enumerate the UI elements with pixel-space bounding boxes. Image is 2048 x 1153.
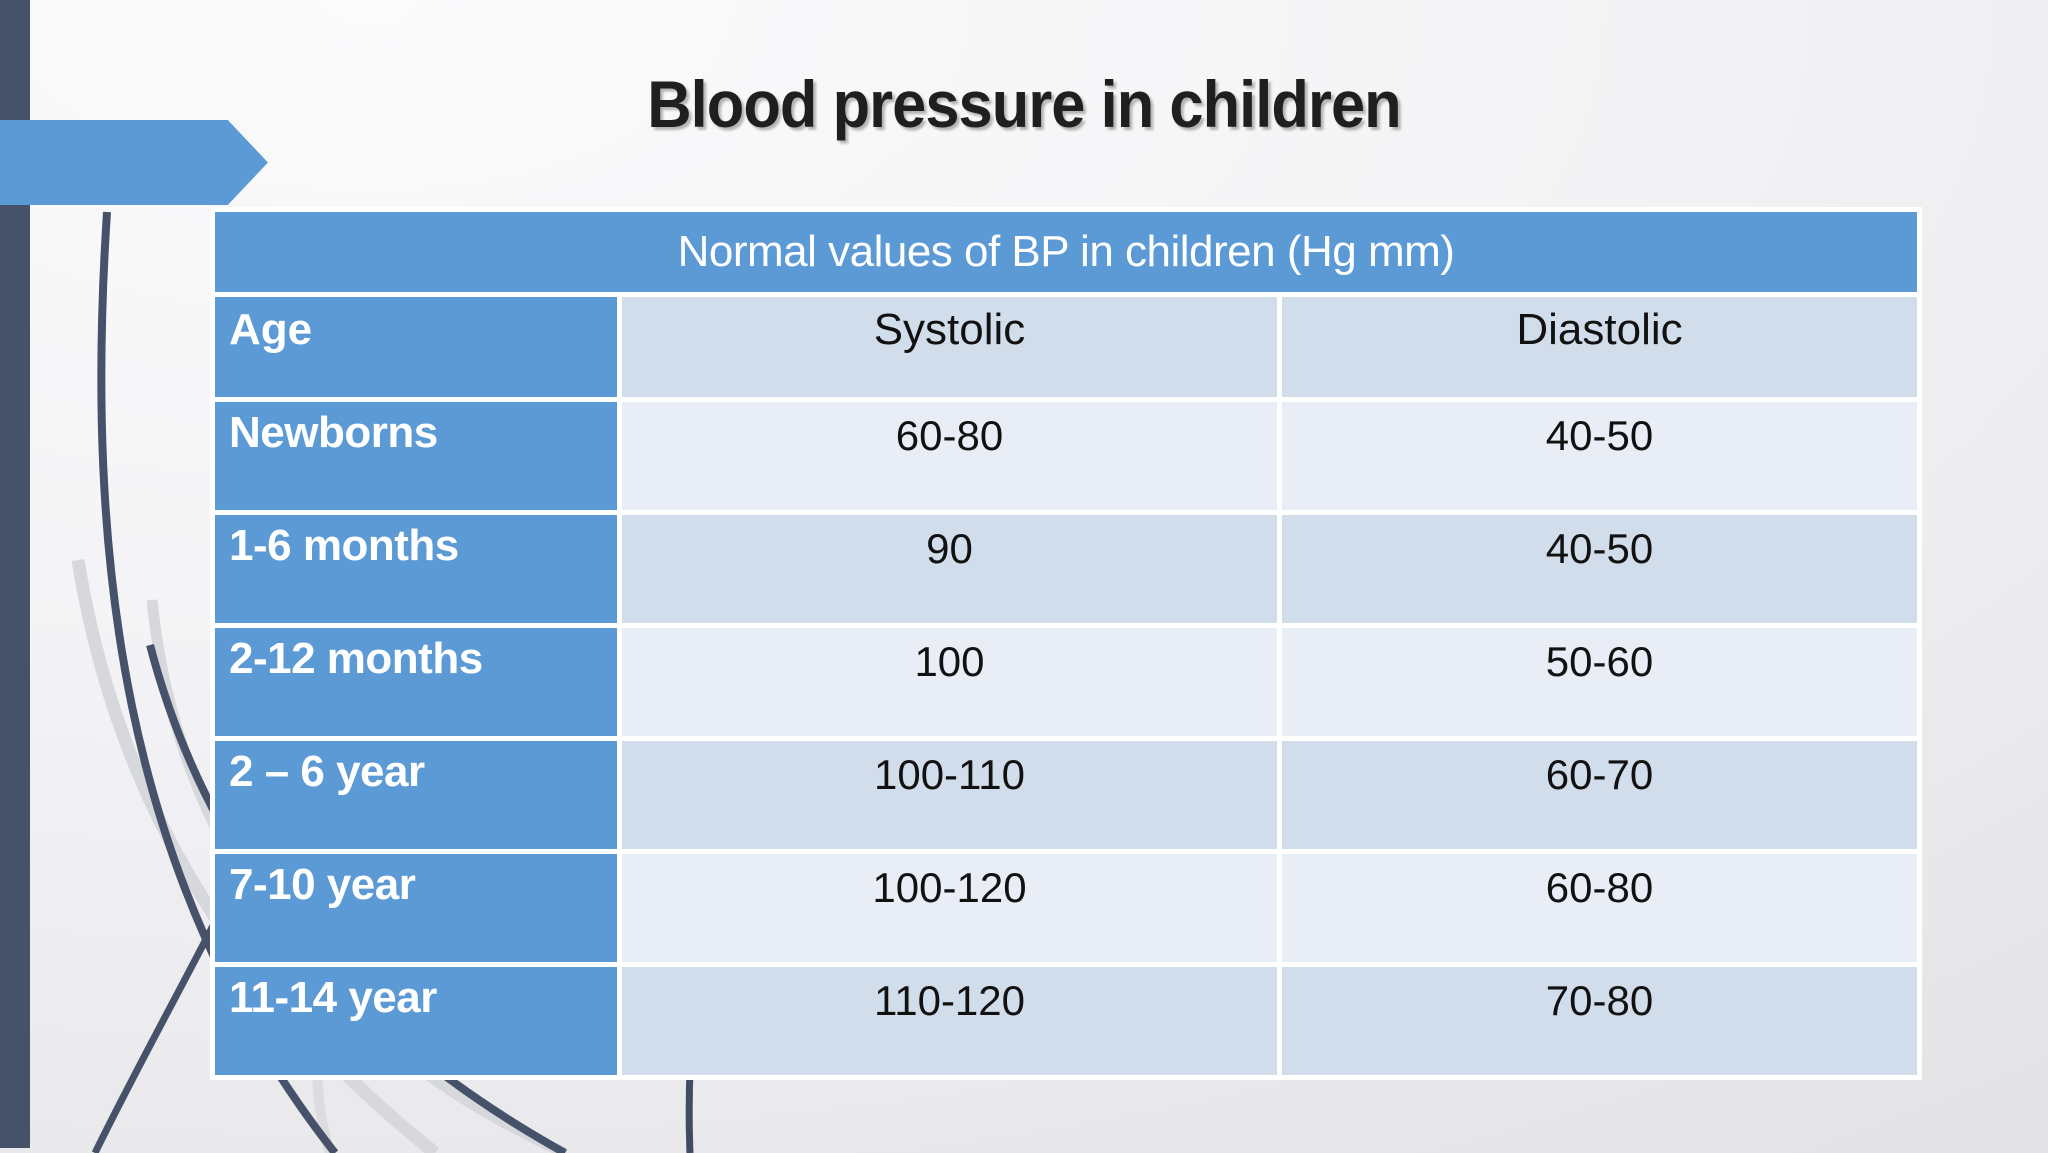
diastolic-cell: 40-50 [1282,515,1918,623]
table-row: Newborns 60-80 40-50 [215,402,1918,510]
diastolic-cell: 50-60 [1282,628,1918,736]
blood-pressure-table: Normal values of BP in children (Hg mm) … [210,207,1923,1080]
table-body: Newborns 60-80 40-50 1-6 months 90 40-50… [215,402,1918,1075]
table-row: 2-12 months 100 50-60 [215,628,1918,736]
age-cell: 1-6 months [215,515,617,623]
column-header-systolic: Systolic [622,297,1277,397]
column-header-diastolic: Diastolic [1282,297,1918,397]
systolic-cell: 100-120 [622,854,1277,962]
systolic-cell: 60-80 [622,402,1277,510]
table-row: 2 – 6 year 100-110 60-70 [215,741,1918,849]
slide-title: Blood pressure in children [647,67,1401,141]
diastolic-cell: 60-70 [1282,741,1918,849]
table-row: 1-6 months 90 40-50 [215,515,1918,623]
arrow-banner-shape [0,120,268,205]
table-row: 7-10 year 100-120 60-80 [215,854,1918,962]
systolic-cell: 100-110 [622,741,1277,849]
table-caption-row: Normal values of BP in children (Hg mm) [215,212,1918,292]
table-row: 11-14 year 110-120 70-80 [215,967,1918,1075]
age-cell: 2 – 6 year [215,741,617,849]
age-cell: 7-10 year [215,854,617,962]
column-header-row: Age Systolic Diastolic [215,297,1918,397]
diastolic-cell: 70-80 [1282,967,1918,1075]
diastolic-cell: 60-80 [1282,854,1918,962]
systolic-cell: 110-120 [622,967,1277,1075]
column-header-age: Age [215,297,617,397]
systolic-cell: 90 [622,515,1277,623]
age-cell: 11-14 year [215,967,617,1075]
table-caption: Normal values of BP in children (Hg mm) [215,212,1918,292]
age-cell: Newborns [215,402,617,510]
diastolic-cell: 40-50 [1282,402,1918,510]
systolic-cell: 100 [622,628,1277,736]
age-cell: 2-12 months [215,628,617,736]
